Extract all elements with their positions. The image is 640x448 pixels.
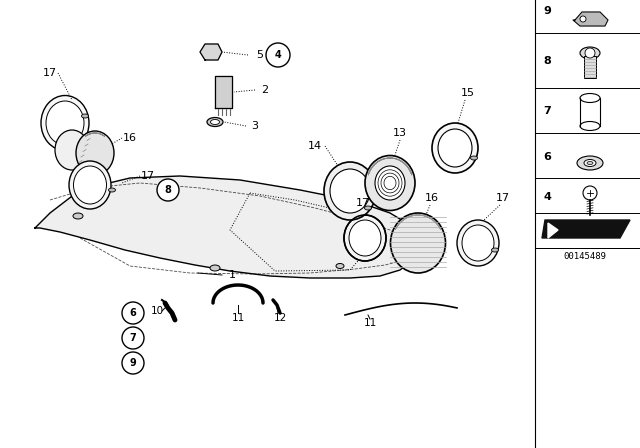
- Ellipse shape: [210, 265, 220, 271]
- Polygon shape: [542, 220, 630, 238]
- Ellipse shape: [457, 220, 499, 266]
- Polygon shape: [548, 223, 558, 238]
- Ellipse shape: [432, 123, 478, 173]
- Text: 8: 8: [164, 185, 172, 195]
- Ellipse shape: [74, 166, 106, 204]
- Circle shape: [122, 352, 144, 374]
- Text: 9: 9: [130, 358, 136, 368]
- Ellipse shape: [55, 130, 89, 170]
- Circle shape: [122, 302, 144, 324]
- Text: 4: 4: [543, 192, 551, 202]
- Text: 3: 3: [252, 121, 259, 131]
- Ellipse shape: [462, 225, 494, 261]
- Ellipse shape: [365, 155, 415, 211]
- Ellipse shape: [580, 47, 600, 59]
- Circle shape: [583, 186, 597, 200]
- Ellipse shape: [587, 161, 593, 164]
- Polygon shape: [200, 44, 222, 60]
- Text: 16: 16: [123, 133, 137, 143]
- Ellipse shape: [580, 94, 600, 103]
- Polygon shape: [573, 12, 608, 26]
- Circle shape: [157, 179, 179, 201]
- Text: 17: 17: [43, 68, 57, 78]
- Text: 4: 4: [275, 50, 282, 60]
- Ellipse shape: [324, 162, 376, 220]
- Text: 2: 2: [261, 85, 269, 95]
- Polygon shape: [215, 76, 232, 108]
- Text: 11: 11: [232, 313, 244, 323]
- Text: 17: 17: [141, 171, 155, 181]
- Text: 7: 7: [543, 106, 551, 116]
- Text: 16: 16: [425, 193, 439, 203]
- Ellipse shape: [336, 263, 344, 268]
- Text: 12: 12: [273, 313, 287, 323]
- Ellipse shape: [330, 169, 370, 213]
- Text: 1: 1: [228, 270, 236, 280]
- Circle shape: [580, 16, 586, 22]
- Text: 6: 6: [543, 152, 551, 162]
- Ellipse shape: [577, 156, 603, 170]
- Ellipse shape: [349, 220, 381, 256]
- Ellipse shape: [375, 166, 405, 200]
- Ellipse shape: [492, 248, 499, 252]
- Text: 15: 15: [461, 88, 475, 98]
- Ellipse shape: [81, 114, 88, 118]
- Ellipse shape: [207, 117, 223, 126]
- Text: 11: 11: [364, 318, 376, 328]
- Ellipse shape: [76, 131, 114, 175]
- Ellipse shape: [344, 215, 386, 261]
- Text: 00145489: 00145489: [563, 251, 607, 260]
- Text: 7: 7: [130, 333, 136, 343]
- Ellipse shape: [365, 206, 371, 210]
- Ellipse shape: [211, 120, 220, 125]
- Circle shape: [122, 327, 144, 349]
- Circle shape: [266, 43, 290, 67]
- Text: 6: 6: [130, 308, 136, 318]
- Ellipse shape: [69, 161, 111, 209]
- Circle shape: [585, 48, 595, 58]
- Text: 14: 14: [308, 141, 322, 151]
- Text: 8: 8: [543, 56, 551, 66]
- Text: 13: 13: [393, 128, 407, 138]
- Text: 5: 5: [257, 50, 264, 60]
- Text: 10: 10: [150, 306, 164, 316]
- Ellipse shape: [73, 213, 83, 219]
- Polygon shape: [35, 176, 420, 278]
- Ellipse shape: [470, 156, 477, 160]
- Text: 17: 17: [356, 198, 370, 208]
- Ellipse shape: [390, 213, 445, 273]
- Ellipse shape: [46, 101, 84, 145]
- Text: 9: 9: [543, 6, 551, 16]
- Ellipse shape: [580, 121, 600, 130]
- Text: 17: 17: [496, 193, 510, 203]
- Ellipse shape: [584, 159, 596, 167]
- Ellipse shape: [41, 95, 89, 151]
- Ellipse shape: [109, 188, 115, 192]
- Ellipse shape: [438, 129, 472, 167]
- Bar: [584, 56, 596, 78]
